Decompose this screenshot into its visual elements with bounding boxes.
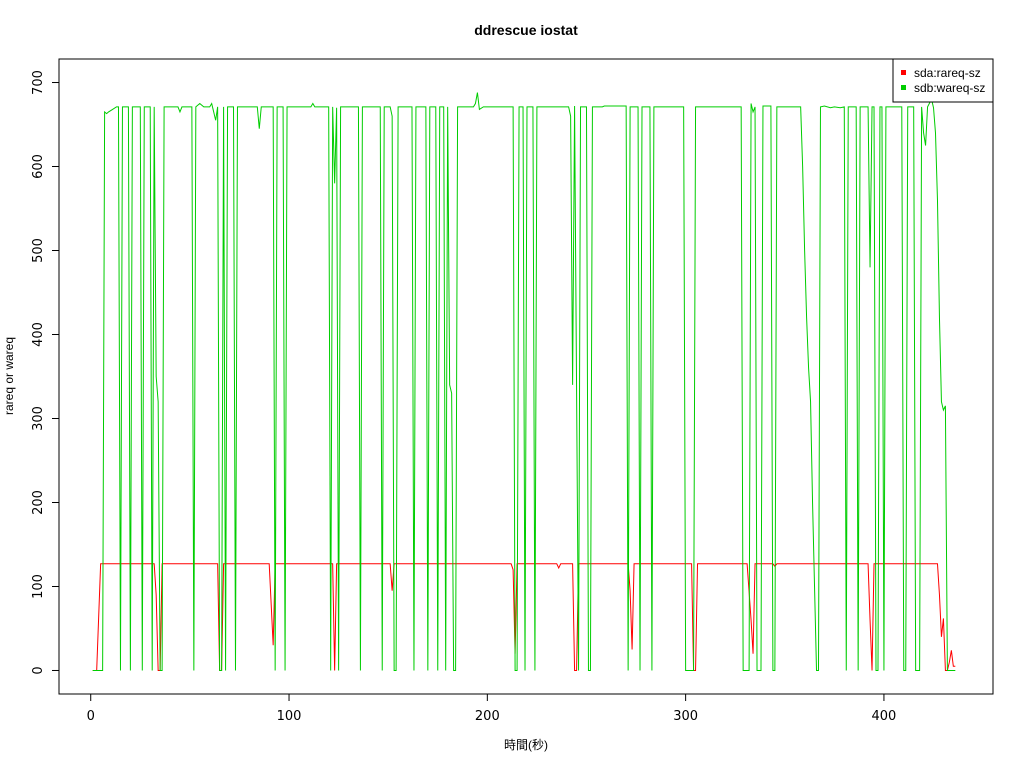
x-tick-label: 400: [872, 709, 897, 724]
y-tick-label: 500: [31, 238, 46, 263]
chart-title: ddrescue iostat: [474, 22, 578, 38]
legend-swatch: [901, 85, 906, 90]
legend-box: [892, 58, 994, 103]
y-tick-label: 100: [31, 574, 46, 599]
x-tick-label: 100: [277, 709, 302, 724]
x-tick-label: 200: [475, 709, 500, 724]
y-tick-label: 400: [31, 322, 46, 347]
x-axis-label: 時間(秒): [504, 738, 548, 752]
y-tick-label: 600: [31, 154, 46, 179]
y-axis: 0 100 200 300 400 500 600 700: [31, 70, 60, 675]
legend-label: sdb:wareq-sz: [914, 81, 985, 95]
x-tick-label: 0: [87, 709, 95, 724]
y-axis-label: rareq or wareq: [2, 337, 16, 415]
y-tick-label: 700: [31, 70, 46, 95]
x-axis: 0 100 200 300 400: [87, 693, 897, 724]
legend-swatch: [901, 70, 906, 75]
series-layer: [92, 92, 956, 671]
series-line-2: [92, 92, 956, 671]
x-tick-label: 300: [673, 709, 698, 724]
y-tick-label: 300: [31, 406, 46, 431]
y-tick-label: 200: [31, 490, 46, 515]
legend-label: sda:rareq-sz: [914, 66, 981, 80]
y-tick-label: 0: [31, 666, 46, 674]
